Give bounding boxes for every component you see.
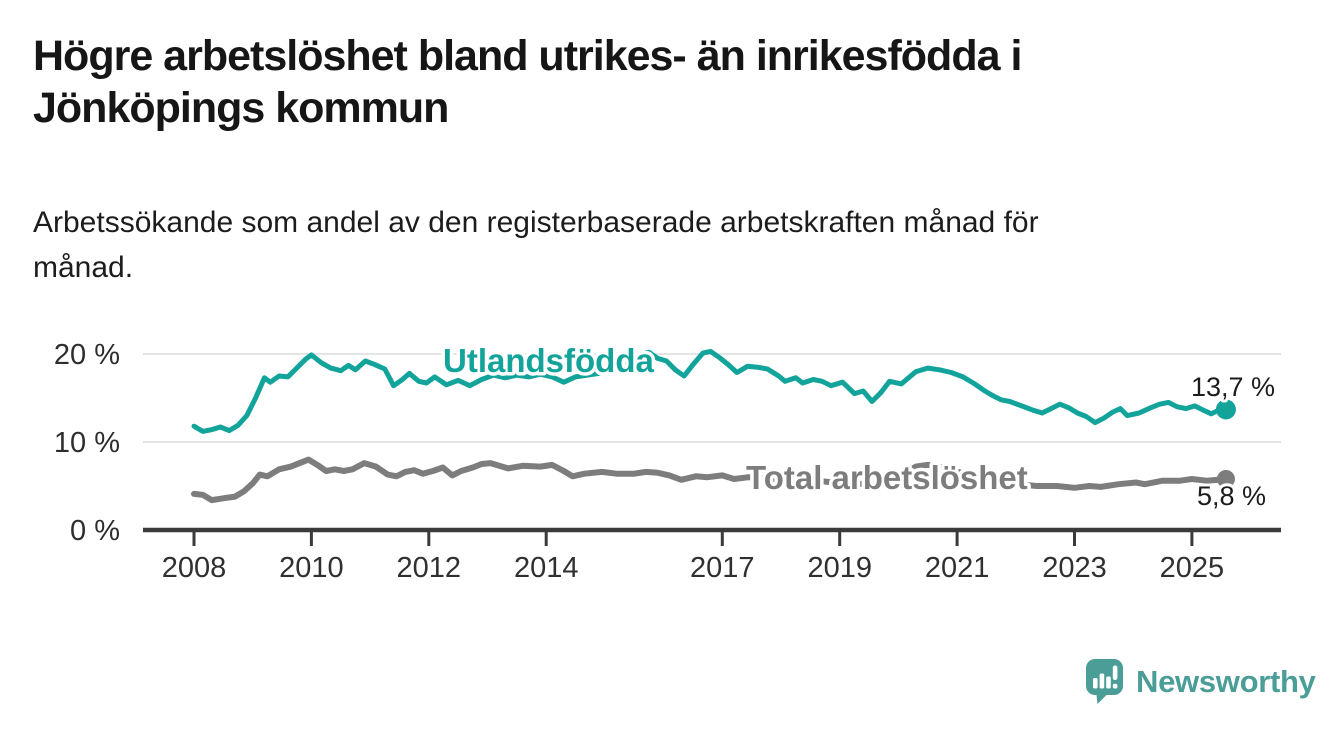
series-end-dot-total <box>1216 469 1235 488</box>
series-label-utlandsfodda: Utlandsfödda <box>443 342 654 379</box>
end-value-label-total: 5,8 % <box>1197 481 1266 511</box>
series-label-total: Total arbetslöshet <box>746 459 1028 496</box>
end-value-label-utlandsfodda: 13,7 % <box>1191 372 1275 402</box>
page-title: Högre arbetslöshet bland utrikes- än inr… <box>33 30 1273 134</box>
chart-subtitle: Arbetssökande som andel av den registerb… <box>33 200 1273 290</box>
page-title-line2: Jönköpings kommun <box>33 84 449 132</box>
newsworthy-wordmark: Newsworthy <box>1136 663 1316 699</box>
newsworthy-logo: Newsworthy <box>1084 658 1316 705</box>
series-end-dot-utlandsfodda <box>1215 399 1236 420</box>
series-line-utlandsfodda <box>191 348 1229 434</box>
x-axis-tick-label: 2021 <box>925 552 990 584</box>
y-axis-tick-label: 20 % <box>54 339 120 371</box>
y-axis-tick-label: 0 % <box>70 515 120 547</box>
x-axis-tick-label: 2014 <box>514 552 579 584</box>
y-axis-tick-label: 10 % <box>54 427 120 459</box>
x-axis-tick-label: 2023 <box>1042 552 1107 584</box>
x-axis-tick-label: 2008 <box>162 552 227 584</box>
chart-subtitle-line1: Arbetssökande som andel av den registerb… <box>33 206 1039 239</box>
chart-subtitle-line2: månad. <box>33 251 134 284</box>
x-axis-tick-label: 2017 <box>690 552 755 584</box>
x-axis-tick-label: 2019 <box>807 552 872 584</box>
speech-bubble-bar-chart-icon <box>1086 659 1123 704</box>
x-axis-tick-label: 2012 <box>397 552 462 584</box>
x-axis-tick-label: 2010 <box>279 552 344 584</box>
series-line-total <box>191 456 1229 504</box>
x-axis-tick-label: 2025 <box>1160 552 1225 584</box>
page-title-line1: Högre arbetslöshet bland utrikes- än inr… <box>33 32 1022 80</box>
